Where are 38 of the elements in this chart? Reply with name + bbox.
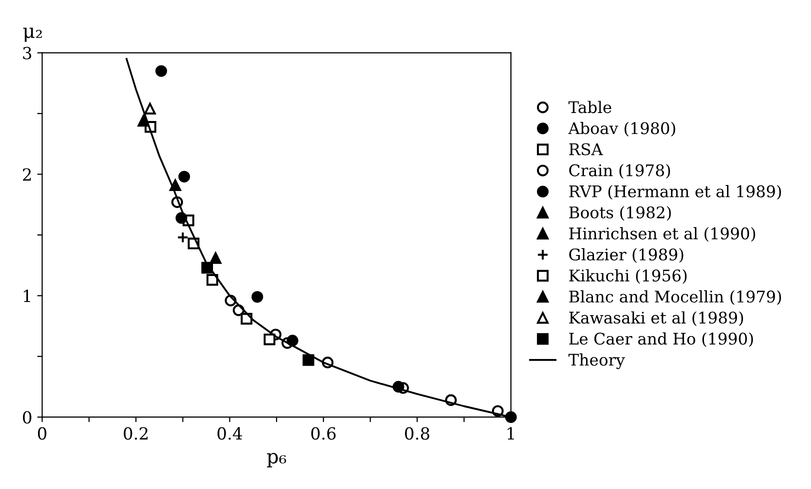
point — [302, 354, 314, 366]
legend-label: Kawasaki et al (1989) — [569, 311, 744, 326]
x-tick-label: 0 — [38, 427, 46, 440]
point — [144, 102, 156, 115]
legend-label: RVP (Hermann et al 1989) — [569, 185, 781, 200]
legend-label: Le Caer and Ho (1990) — [569, 332, 753, 347]
legend-label: Aboav (1980) — [568, 122, 676, 137]
y-tick-label: 3 — [23, 46, 32, 60]
legend-label: Crain (1978) — [569, 164, 670, 179]
point — [138, 114, 150, 127]
legend-label: Theory — [568, 353, 625, 370]
legend-label: Table — [568, 100, 612, 114]
point — [264, 334, 276, 346]
point — [178, 170, 190, 183]
legend-label: Boots (1982) — [569, 206, 671, 221]
point — [155, 65, 168, 77]
point — [206, 274, 218, 286]
x-tick-label: 1 — [508, 427, 514, 440]
point — [210, 252, 222, 264]
legend-label: Kikuchi (1956) — [569, 269, 687, 284]
x-tick-label: 0.6 — [311, 427, 336, 440]
point — [169, 179, 182, 192]
x-tick-label: 0.2 — [124, 427, 148, 440]
point — [286, 334, 298, 346]
point — [176, 232, 189, 244]
x-tick-label: 0.8 — [405, 427, 430, 440]
legend-label: RSA — [569, 143, 603, 156]
legend-label: Hinrichsen et al (1990) — [569, 227, 756, 242]
y-tick-label: 0 — [22, 411, 32, 424]
x-axis-title: p₆ — [266, 452, 286, 468]
legend-label: Blanc and Mocellin (1979) — [569, 290, 782, 305]
point — [505, 411, 517, 423]
x-tick-label: 0.4 — [218, 427, 242, 440]
point — [251, 291, 264, 303]
y-tick-label: 2 — [22, 168, 31, 181]
y-tick-label: 1 — [24, 290, 30, 302]
y-axis-title: μ₂ — [23, 28, 42, 42]
legend-label: Glazier (1989) — [569, 248, 684, 263]
